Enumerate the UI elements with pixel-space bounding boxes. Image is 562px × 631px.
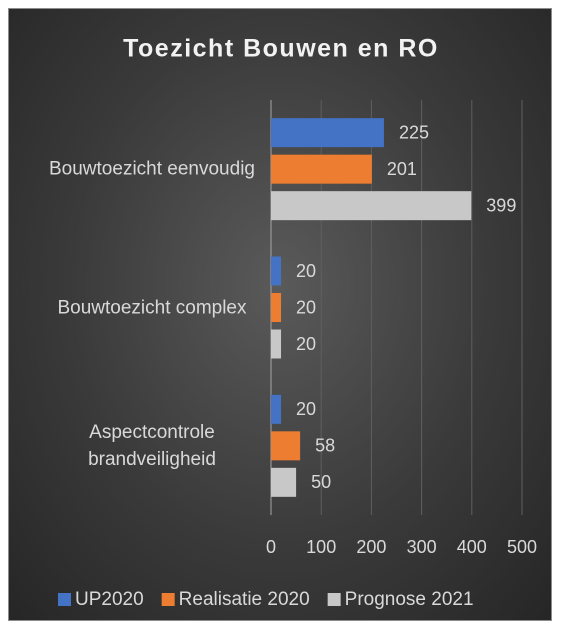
bar [271,256,282,286]
data-label: 201 [387,159,417,179]
data-label: 20 [296,399,316,419]
data-label: 58 [315,436,335,456]
legend-label: Prognose 2021 [345,589,474,610]
legend-label: Realisatie 2020 [179,589,310,610]
bar [271,154,372,184]
category-label: Bouwtoezicht eenvoudig [49,158,255,180]
data-label: 20 [296,261,316,281]
chart-title: Toezicht Bouwen en RO [123,35,439,63]
bar [271,467,297,497]
bar [271,431,301,461]
x-tick-label: 100 [306,537,336,557]
legend-swatch [58,593,71,606]
bar [271,394,282,424]
x-tick-label: 500 [507,537,537,557]
bar [271,293,282,322]
data-label: 399 [486,195,516,215]
data-label: 20 [296,334,316,354]
category-label: Bouwtoezicht complex [57,297,247,318]
x-tick-label: 200 [356,537,386,557]
category-label: Aspectcontrole brandveiligheid [88,421,216,470]
x-tick-label: 0 [266,537,276,557]
data-label: 20 [296,297,316,317]
legend-swatch [327,593,341,606]
data-label: 50 [311,472,331,492]
bar [271,329,282,359]
x-tick-label: 300 [407,537,437,557]
data-label: 225 [399,122,429,142]
bar [271,191,472,221]
legend-swatch [161,593,175,606]
x-tick-label: 400 [457,537,487,557]
bar [271,118,384,148]
legend-label: UP2020 [75,589,144,610]
